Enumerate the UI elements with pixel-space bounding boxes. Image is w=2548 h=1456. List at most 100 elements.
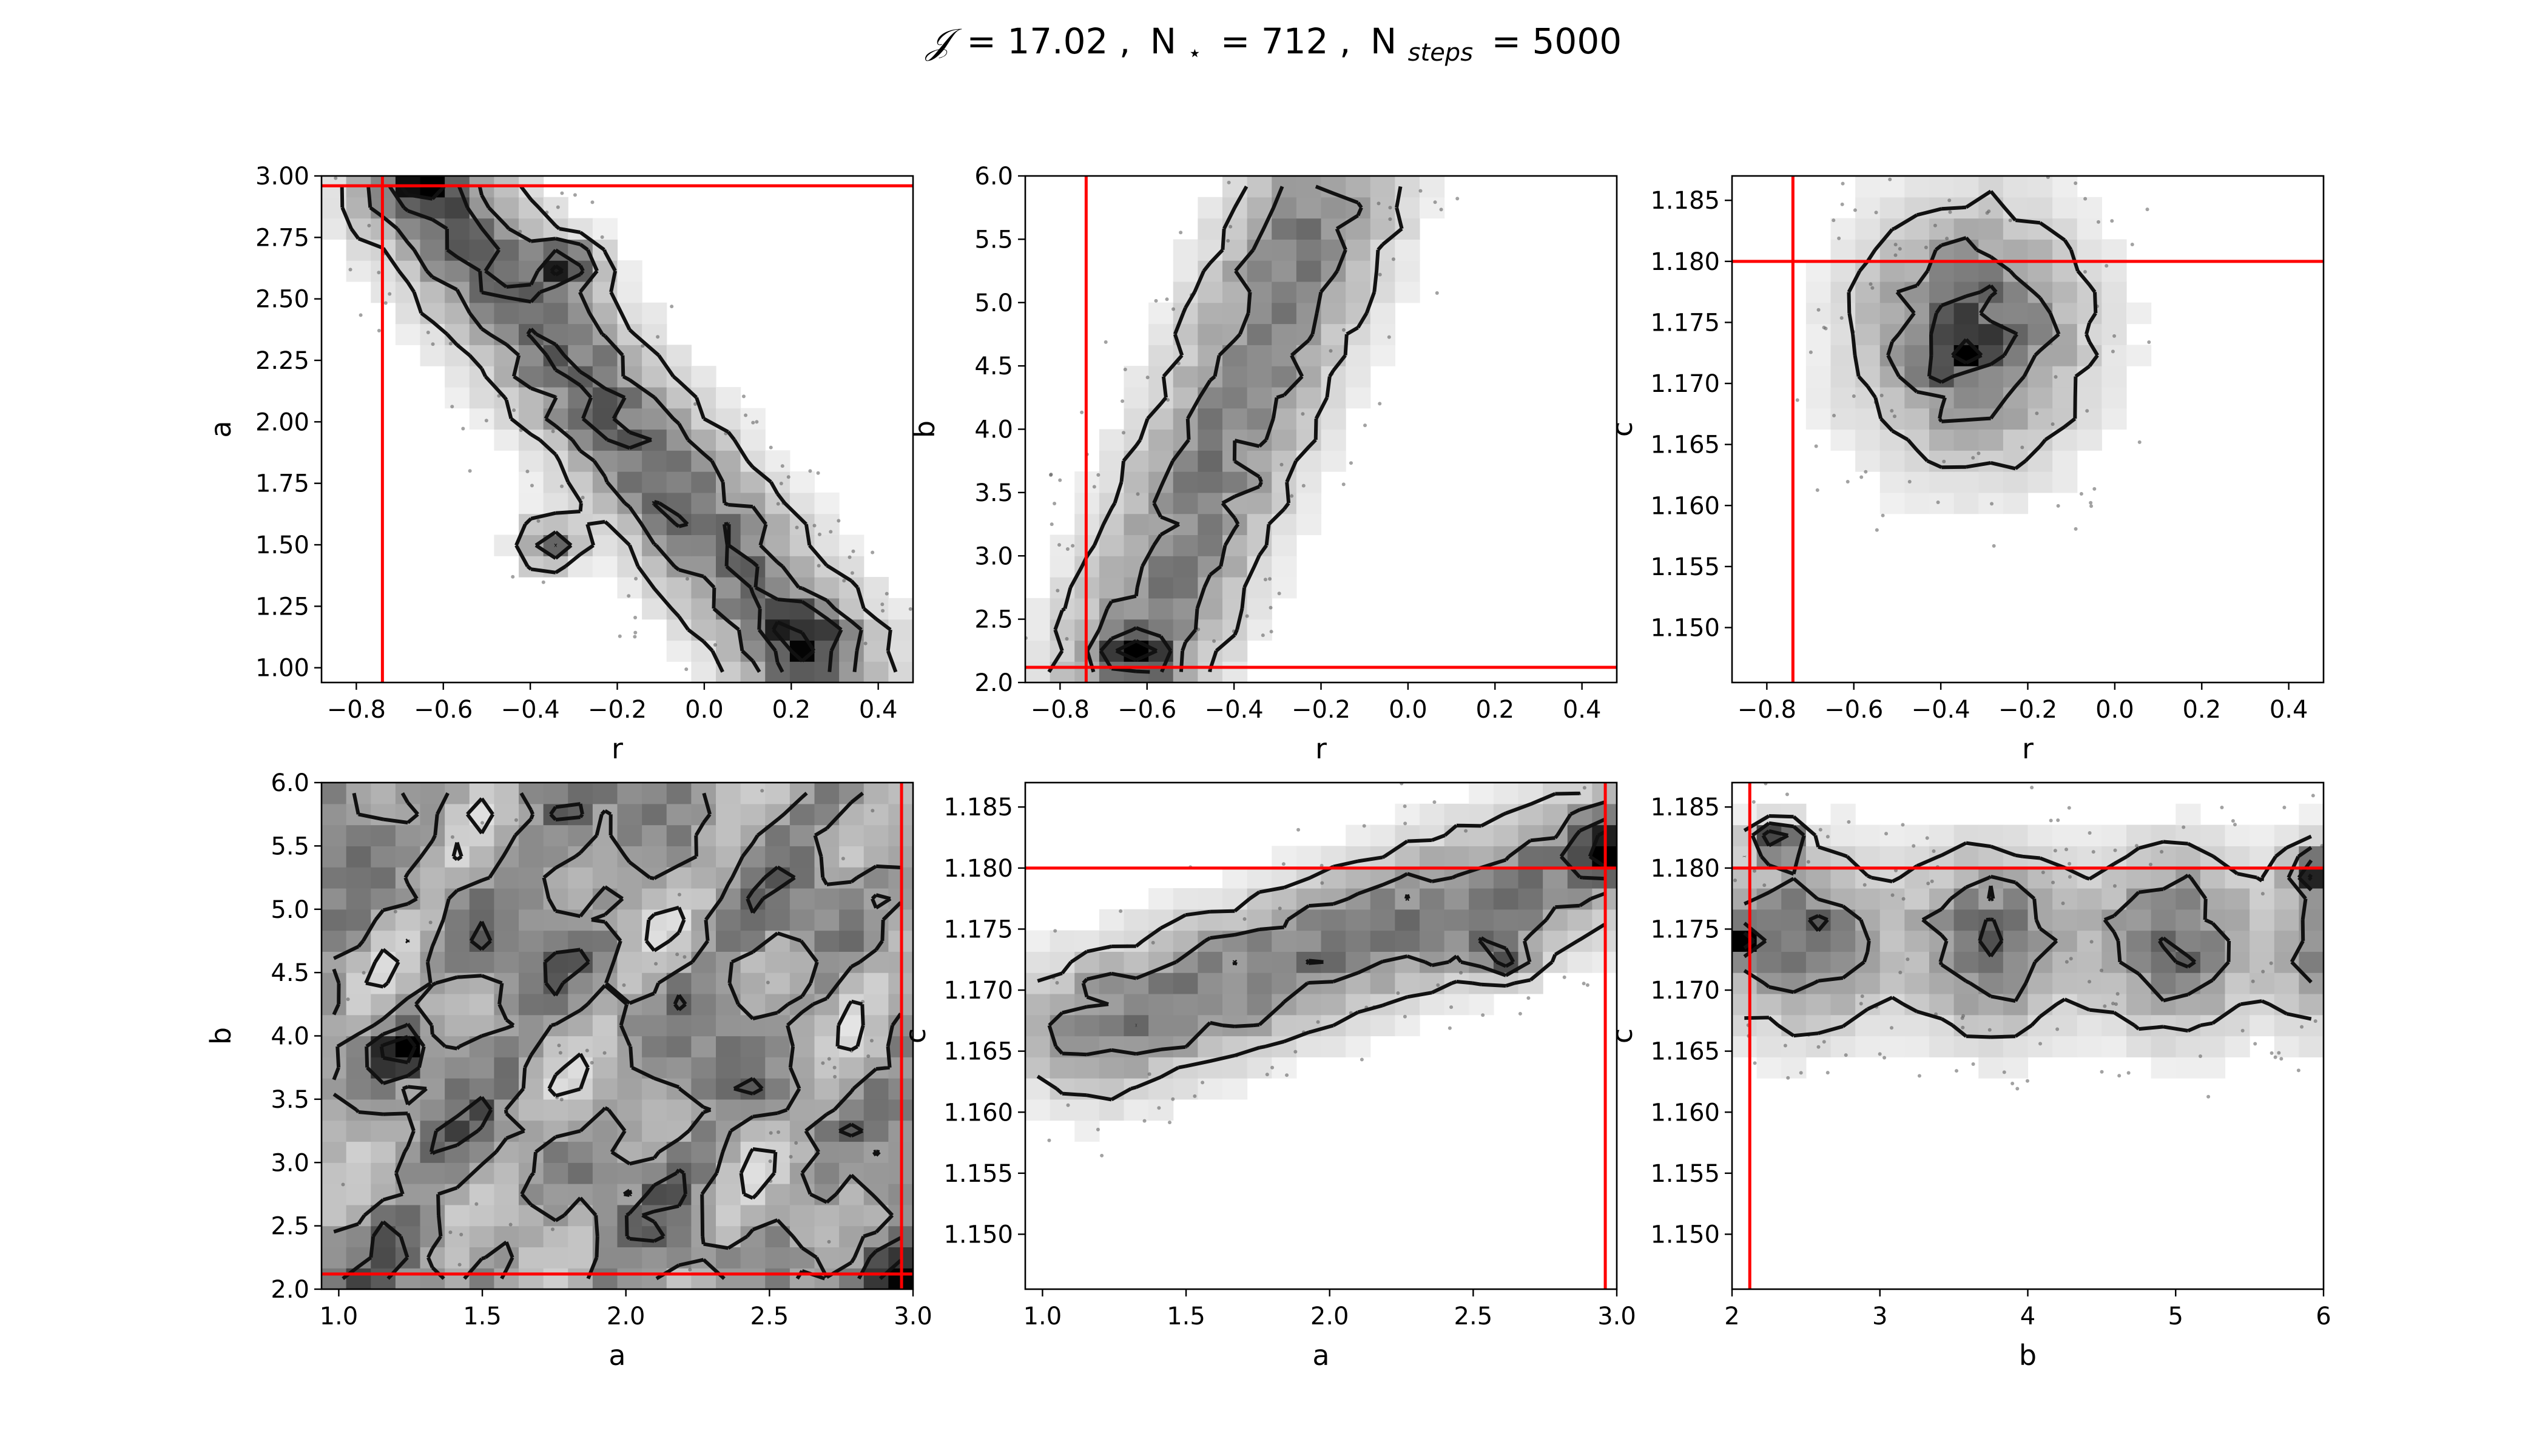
hist-cell [1148, 1099, 1174, 1121]
hist-cell [1148, 429, 1174, 451]
sample-point [1948, 210, 1952, 214]
hist-cell [1805, 386, 1832, 409]
sample-point [1864, 470, 1868, 474]
hist-cell [1296, 930, 1322, 952]
hist-cell [519, 302, 544, 325]
x-tick-label: 2 [1724, 1303, 1739, 1330]
hist-cell [2077, 888, 2102, 910]
sample-point [1277, 592, 1281, 596]
hist-cell [1247, 366, 1272, 388]
sample-point [1751, 800, 1756, 804]
hist-cell [322, 909, 347, 931]
sample-point [1808, 350, 1813, 354]
hist-cell [1830, 867, 1856, 889]
hist-cell [691, 471, 716, 493]
hist-cell [346, 1162, 371, 1184]
hist-cell [519, 450, 544, 472]
hist-cell [814, 534, 840, 556]
sample-point [842, 579, 846, 583]
sample-point [777, 1130, 781, 1134]
hist-cell [2052, 260, 2078, 282]
sample-point [1783, 1043, 1787, 1048]
hist-cell [1247, 302, 1272, 325]
hist-cell [494, 1184, 519, 1205]
sample-point [2253, 1042, 2257, 1046]
hist-cell [543, 783, 568, 804]
hist-cell [445, 803, 470, 826]
hist-cell [371, 1247, 396, 1269]
hist-cell [716, 951, 741, 973]
hist-cell [1493, 783, 1519, 804]
hist-cell [1929, 867, 1955, 889]
hist-cell [1272, 556, 1297, 578]
hist-cell [1756, 1057, 1782, 1079]
hist-cell [2003, 1036, 2029, 1057]
hist-cell [445, 1247, 470, 1269]
hist-cell [1953, 218, 1979, 240]
sample-point [677, 892, 681, 897]
y-tick-label: 1.75 [255, 470, 309, 498]
sample-point [450, 835, 454, 839]
hist-cell [765, 1014, 790, 1037]
y-tick-label: 1.165 [943, 1038, 1013, 1066]
sample-point [530, 484, 534, 488]
sample-point [2296, 1068, 2300, 1073]
y-tick-label: 1.180 [943, 855, 1013, 883]
hist-cell [2126, 1014, 2152, 1037]
hist-cell [1222, 366, 1248, 388]
x-tick-label: −0.6 [1824, 696, 1883, 724]
x-tick-label: 5 [2168, 1303, 2183, 1330]
hist-cell [592, 302, 618, 325]
hist-cell [691, 1247, 716, 1269]
sample-point [393, 909, 397, 914]
hist-cell [1272, 534, 1297, 556]
hist-cell [445, 951, 470, 973]
hist-cell [2052, 471, 2078, 493]
hist-cell [716, 803, 741, 826]
hist-cell [666, 824, 692, 846]
hist-cell [691, 492, 716, 514]
sample-point [2020, 445, 2024, 450]
hist-cell [666, 1162, 692, 1184]
sample-point [1329, 349, 1333, 353]
sample-point [837, 519, 841, 523]
sample-point [497, 394, 501, 398]
hist-cell [1247, 345, 1272, 366]
hist-cell [1296, 492, 1322, 514]
sample-point [2056, 818, 2060, 823]
hist-cell [2077, 239, 2102, 261]
hist-cell [642, 1247, 667, 1269]
hist-cell [839, 846, 864, 868]
hist-cell [1469, 909, 1494, 931]
hist-cell [2299, 1036, 2324, 1057]
hist-cell [1469, 888, 1494, 910]
hist-cell [691, 951, 716, 973]
hist-cell [1781, 951, 1807, 973]
hist-cell [2003, 197, 2029, 219]
sample-point [2088, 831, 2092, 835]
hist-cell [1395, 239, 1420, 261]
hist-cell [1247, 619, 1272, 641]
sample-point [841, 857, 845, 861]
hist-cell [1978, 366, 2004, 388]
sample-point [448, 342, 453, 346]
x-tick-label: 3.0 [894, 1303, 932, 1330]
hist-cell [765, 846, 790, 868]
hist-cell [789, 661, 815, 682]
hist-cell [642, 783, 667, 804]
sample-point [821, 1061, 825, 1065]
hist-cell [445, 930, 470, 952]
hist-cell [322, 1162, 347, 1184]
sample-point [2113, 848, 2117, 852]
hist-cell [568, 323, 593, 345]
hist-cell [839, 930, 864, 952]
hist-cell [740, 661, 766, 682]
contour-line [340, 185, 898, 673]
sample-point [769, 1131, 773, 1135]
y-tick-label: 3.00 [255, 163, 309, 190]
hist-cell [814, 1204, 840, 1227]
hist-cell [568, 783, 593, 804]
hist-cell [814, 803, 840, 826]
hist-cell [814, 1120, 840, 1142]
figure-title: 𝒥 = 17.02 , N ⋆ = 712 , N steps = 5000 [925, 21, 1622, 69]
